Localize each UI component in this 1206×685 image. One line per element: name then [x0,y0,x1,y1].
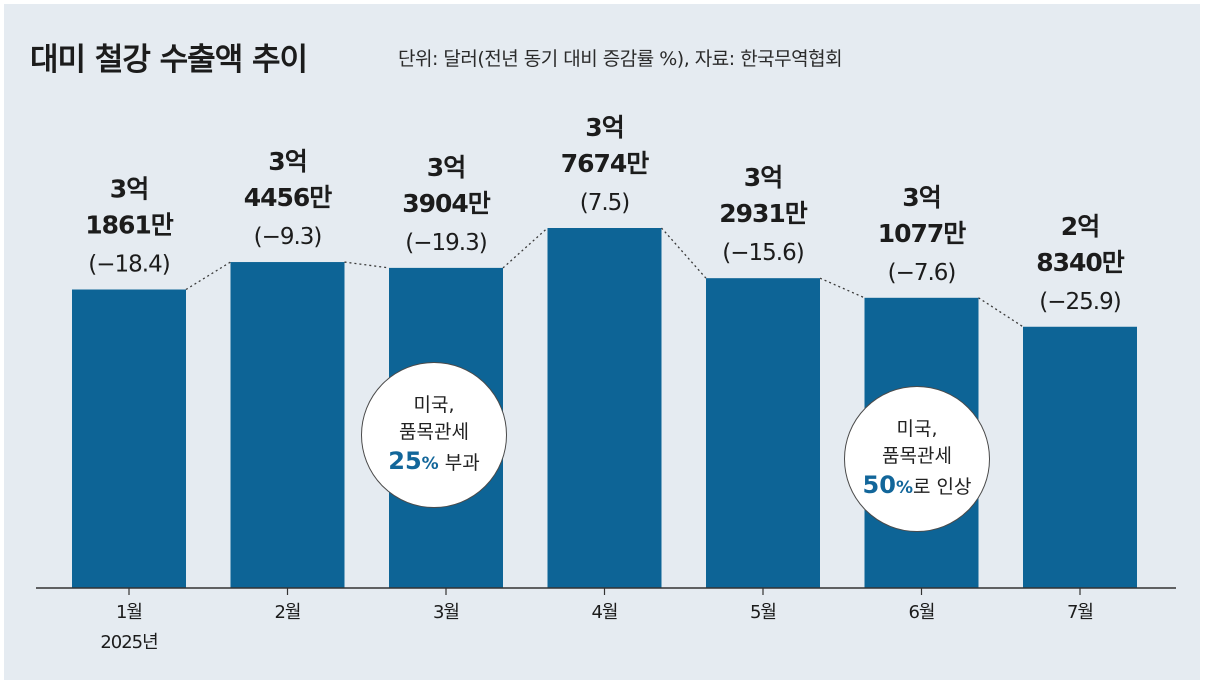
bar-4 [547,228,662,588]
change-label: (−7.6) [888,260,956,286]
annotation-line1: 미국, [413,393,455,416]
annotation-line1: 미국, [896,417,938,440]
value-label-line2: 1077만 [878,219,967,248]
x-tick-label: 1월 [116,602,142,623]
annotation-line3: 25% 부과 [388,446,479,479]
change-label: (−18.4) [88,252,169,278]
value-label-line1: 2억 [1061,212,1099,241]
x-tick-label: 4월 [591,602,617,623]
value-label-line2: 4456만 [244,183,333,212]
value-label-line1: 3억 [902,183,940,212]
value-label-line1: 3억 [268,147,306,176]
change-label: (−9.3) [254,224,322,250]
chart-subtitle: 단위: 달러(전년 동기 대비 증감률 %), 자료: 한국무역협회 [398,48,843,70]
x-tick-label: 6월 [908,602,934,623]
chart-title: 대미 철강 수출액 추이 [30,42,308,78]
x-tick-label: 7월 [1067,602,1093,623]
value-label-line2: 7674만 [561,149,650,178]
connector-line [185,261,231,291]
annotation-rest: 로 인상 [912,475,972,498]
annotation-rest: 부과 [438,451,480,474]
change-label: (−19.3) [405,230,486,256]
value-label-line2: 1861만 [85,211,174,240]
connector-line [502,227,548,269]
value-label-line2: 8340만 [1036,248,1125,277]
x-year-label: 2025년 [100,632,157,653]
x-tick-label: 3월 [433,602,459,623]
annotation-highlight: 25 [388,446,422,475]
value-label-line1: 3억 [427,153,465,182]
bar-2 [230,262,345,588]
value-label-line2: 3904만 [402,189,491,218]
annotation-highlight-unit: % [895,477,913,498]
value-label-line1: 3억 [585,113,623,142]
bars [72,228,1137,588]
connector-line [978,297,1024,328]
bar-5 [706,278,820,588]
value-label-line2: 2931만 [719,199,808,228]
value-label-line1: 3억 [744,163,782,192]
change-label: (−15.6) [722,240,803,266]
annotation-line3: 50%로 인상 [863,470,972,503]
connector-line [344,261,390,269]
x-axis-ticks: 1월 2월 3월 4월 5월 6월 7월 2025년 [100,588,1094,653]
annotation-highlight: 50 [862,470,896,499]
change-label: (7.5) [580,190,630,216]
x-tick-label: 2월 [274,602,300,623]
annotation-highlight-unit: % [421,453,439,474]
value-label-line1: 3억 [110,175,148,204]
connector-line [661,227,707,279]
annotation-line2: 품목관세 [399,420,469,443]
connector-line [819,277,865,299]
x-tick-label: 5월 [750,602,776,623]
annotation-line2: 품목관세 [882,444,952,467]
annotation-bubble-tariff-25: 미국, 품목관세 25% 부과 [361,362,507,508]
connector-lines [185,227,1024,328]
bar-1 [72,289,186,588]
change-label: (−25.9) [1039,289,1120,315]
value-labels: 3억 1861만 (−18.4) 3억 4456만 (−9.3) 3억 3904만 (−19.3… [85,113,1126,315]
bar-7 [1023,326,1137,588]
annotation-bubble-tariff-50: 미국, 품목관세 50%로 인상 [844,386,990,532]
